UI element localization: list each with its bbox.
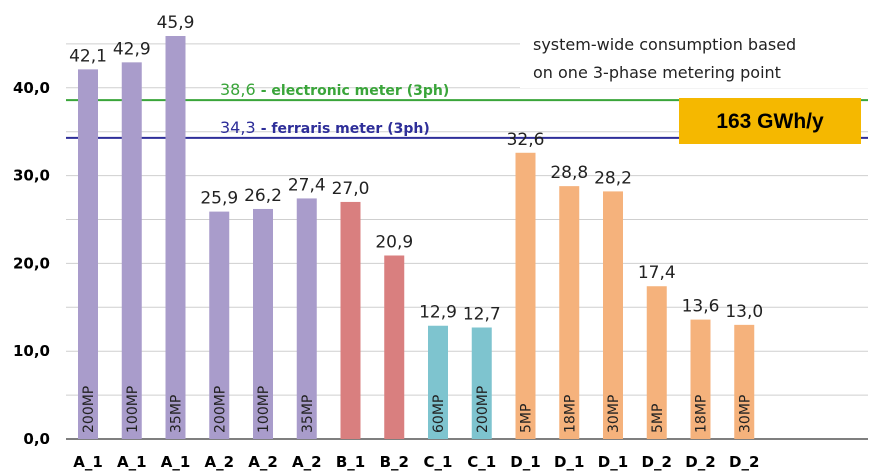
- category-label: B_2: [380, 453, 409, 471]
- badge-text: 163 GWh/y: [716, 110, 824, 133]
- value-label: 13,0: [725, 302, 763, 322]
- value-labels: 42,1 42,9 45,9 25,9 26,2 27,4 27,0 20,9 12,9 12,7…: [69, 13, 763, 324]
- category-label: A_1: [117, 453, 147, 471]
- y-tick-label: 10,0: [13, 342, 50, 360]
- bar: [734, 324, 755, 439]
- value-label: 20,9: [375, 232, 413, 252]
- bar: [515, 152, 536, 439]
- value-label: 28,8: [550, 163, 588, 183]
- bar-inner-label: 18MP: [562, 395, 578, 433]
- category-label: A_1: [161, 453, 191, 471]
- annotation-background: [520, 26, 870, 88]
- category-label: A_2: [204, 453, 234, 471]
- category-label: D_1: [598, 453, 628, 471]
- bar-inner-labels: 200MP 100MP 35MP 200MP 100MP 35MP 60MP 200MP 5MP…: [81, 386, 753, 433]
- reference-line-label: 34,3 - ferraris meter (3ph): [220, 118, 430, 137]
- value-label: 17,4: [638, 263, 676, 283]
- value-label: 28,2: [594, 168, 632, 188]
- badge-background: [679, 98, 861, 144]
- bar-inner-label: 35MP: [300, 395, 316, 433]
- bar: [165, 35, 186, 440]
- value-label: 25,9: [200, 189, 238, 209]
- bar: [78, 69, 98, 439]
- bar-inner-label: 200MP: [212, 386, 228, 433]
- value-label: 27,4: [288, 175, 326, 195]
- bar: [428, 325, 448, 439]
- badge: 163 GWh/y: [679, 98, 861, 144]
- category-label: A_2: [292, 453, 322, 471]
- bar-inner-label: 30MP: [737, 395, 753, 433]
- bar: [209, 211, 230, 439]
- bar-inner-label: 100MP: [125, 386, 141, 433]
- reference-line-label: 38,6 - electronic meter (3ph): [220, 80, 449, 99]
- category-label: D_2: [729, 453, 759, 471]
- category-label: A_1: [73, 453, 103, 471]
- value-label: 32,6: [507, 130, 545, 150]
- category-label: D_1: [554, 453, 584, 471]
- bar: [384, 255, 405, 439]
- value-label: 42,1: [69, 46, 107, 66]
- bar: [296, 198, 317, 439]
- annotation-line: system-wide consumption based: [533, 35, 796, 54]
- bar: [646, 286, 667, 439]
- category-label: C_1: [424, 453, 453, 471]
- y-tick-label: 0,0: [23, 430, 50, 448]
- value-label: 12,7: [463, 304, 501, 324]
- bar-inner-label: 5MP: [519, 404, 535, 433]
- value-label: 26,2: [244, 186, 282, 206]
- category-label: D_2: [685, 453, 715, 471]
- annotation-line: on one 3-phase metering point: [533, 63, 781, 82]
- bar-inner-label: 200MP: [475, 386, 491, 433]
- bar: [340, 201, 361, 439]
- category-label: D_2: [642, 453, 672, 471]
- bar-inner-label: 30MP: [606, 395, 622, 433]
- annotation: system-wide consumption based on one 3-ph…: [520, 26, 870, 88]
- reference-lines: 38,6 - electronic meter (3ph) 34,3 - ferr…: [66, 80, 868, 139]
- bar-inner-label: 18MP: [694, 395, 710, 433]
- y-tick-label: 20,0: [13, 254, 50, 272]
- value-label: 13,6: [682, 297, 720, 317]
- bar: [253, 208, 273, 439]
- bar-inner-label: 100MP: [256, 386, 272, 433]
- category-label: B_1: [336, 453, 365, 471]
- bar-inner-label: 60MP: [431, 395, 447, 433]
- category-label: D_1: [510, 453, 540, 471]
- category-label: A_2: [248, 453, 278, 471]
- bar-inner-label: 35MP: [169, 395, 185, 433]
- bar: [471, 327, 492, 439]
- bar-inner-label: 5MP: [650, 404, 666, 433]
- bar: [603, 191, 623, 439]
- value-label: 27,0: [332, 179, 370, 199]
- bars: [78, 35, 755, 440]
- y-tick-label: 30,0: [13, 167, 50, 185]
- bar: [690, 319, 711, 439]
- value-label: 42,9: [113, 39, 151, 59]
- value-label: 12,9: [419, 303, 457, 323]
- category-labels: A_1 A_1 A_1 A_2 A_2 A_2 B_1 B_2 C_1 C_1 D_1 D_1 D_1 D…: [73, 453, 759, 471]
- bar-inner-label: 200MP: [81, 386, 97, 433]
- y-axis-ticks: 0,0 10,0 20,0 30,0 40,0: [13, 79, 50, 448]
- bar: [559, 186, 580, 439]
- category-label: C_1: [467, 453, 496, 471]
- y-tick-label: 40,0: [13, 79, 50, 97]
- bar: [121, 62, 142, 439]
- value-label: 45,9: [157, 13, 195, 33]
